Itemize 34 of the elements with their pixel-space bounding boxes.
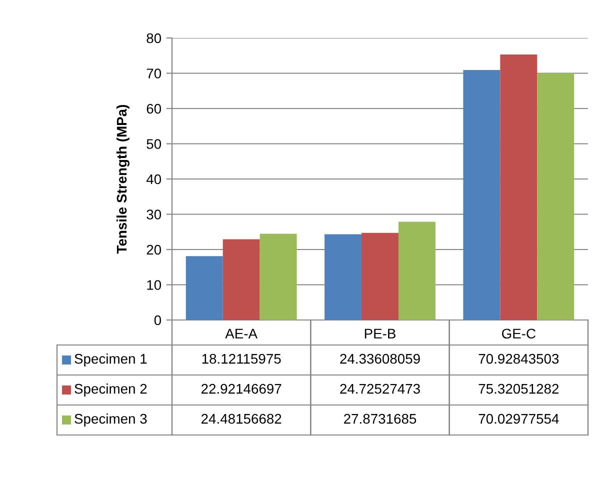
x-tick-label: AE-A — [225, 328, 258, 338]
legend-label: Specimen 3 — [74, 414, 147, 426]
data-label: 24.33608059 — [340, 354, 420, 364]
bar — [324, 234, 362, 320]
y-axis-title: Tensile Strength (MPa) — [116, 104, 130, 254]
y-tick-label: 10 — [147, 280, 162, 290]
legend-label: Specimen 2 — [74, 384, 147, 396]
bar — [260, 234, 297, 320]
data-label: 70.02977554 — [478, 414, 559, 424]
data-label: 24.72527473 — [340, 384, 420, 394]
bar — [222, 239, 260, 320]
y-tick-label: 80 — [146, 33, 162, 44]
bar — [463, 70, 500, 320]
x-tick-label: PE-B — [364, 328, 396, 338]
y-tick-label: 40 — [146, 174, 162, 184]
bar — [500, 54, 538, 320]
y-tick-label: 30 — [146, 210, 162, 220]
y-tick-label: 0 — [154, 315, 162, 326]
bar — [537, 73, 574, 320]
bar — [398, 222, 436, 320]
y-tick-label: 60 — [146, 104, 162, 114]
data-label: 18.12115975 — [202, 354, 281, 364]
data-label: 27.8731685 — [344, 414, 416, 424]
y-tick-label: 20 — [146, 244, 162, 255]
bar — [186, 256, 223, 320]
bar — [362, 232, 398, 320]
y-tick-label: 70 — [146, 68, 162, 78]
data-label: 75.32051282 — [478, 384, 559, 394]
legend-label: Specimen 1 — [74, 354, 147, 366]
x-tick-label: GE-C — [502, 328, 536, 339]
data-label: 22.92146697 — [201, 384, 282, 394]
data-label: 70.92843503 — [478, 354, 559, 364]
y-tick-label: 50 — [146, 139, 162, 149]
data-label: 24.48156682 — [201, 414, 282, 424]
